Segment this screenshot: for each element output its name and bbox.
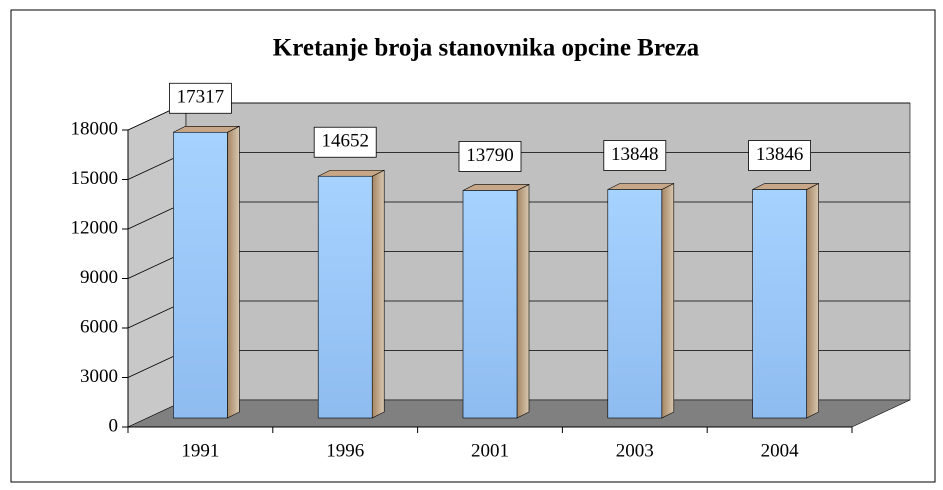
bar-side: [371, 169, 385, 419]
bar-top: [318, 169, 385, 177]
bar-top: [173, 125, 240, 133]
value-label-box: [313, 126, 377, 158]
y-tick-label: 3000: [80, 366, 118, 387]
y-tick-label: 6000: [80, 316, 118, 337]
value-label: 13790: [466, 145, 514, 166]
value-label-box: [748, 140, 811, 171]
bar: [607, 189, 663, 419]
value-label: 17317: [177, 87, 225, 108]
value-label: 13846: [756, 144, 804, 165]
chart-title: Kretanje broja stanovnika opcine Breza: [273, 35, 700, 62]
value-label: 13848: [611, 144, 659, 165]
bar-side: [806, 183, 819, 419]
bar-top: [462, 184, 530, 191]
value-label-box: [168, 82, 232, 114]
x-tick-label: 2004: [761, 440, 800, 461]
bar: [317, 175, 373, 419]
bar: [462, 190, 518, 419]
x-tick-label: 1996: [326, 440, 364, 461]
x-tick-label: 2003: [616, 440, 654, 461]
y-tick-label: 9000: [80, 267, 118, 288]
y-tick-label: 12000: [71, 217, 119, 238]
x-tick-label: 2001: [471, 440, 509, 461]
y-tick-label: 15000: [71, 168, 119, 189]
bar-top: [607, 183, 674, 190]
bar-side: [661, 183, 675, 419]
value-label-box: [603, 140, 667, 171]
y-tick-label: 0: [109, 415, 119, 436]
x-tick-label: 1991: [181, 440, 219, 461]
y-tick-label: 18000: [71, 118, 119, 139]
bar-top: [752, 183, 819, 190]
bar-side: [227, 125, 240, 419]
bar: [752, 189, 807, 419]
value-label-box: [458, 141, 522, 172]
bar: [173, 131, 228, 419]
bar-side: [516, 183, 530, 419]
value-label: 14652: [321, 131, 369, 152]
